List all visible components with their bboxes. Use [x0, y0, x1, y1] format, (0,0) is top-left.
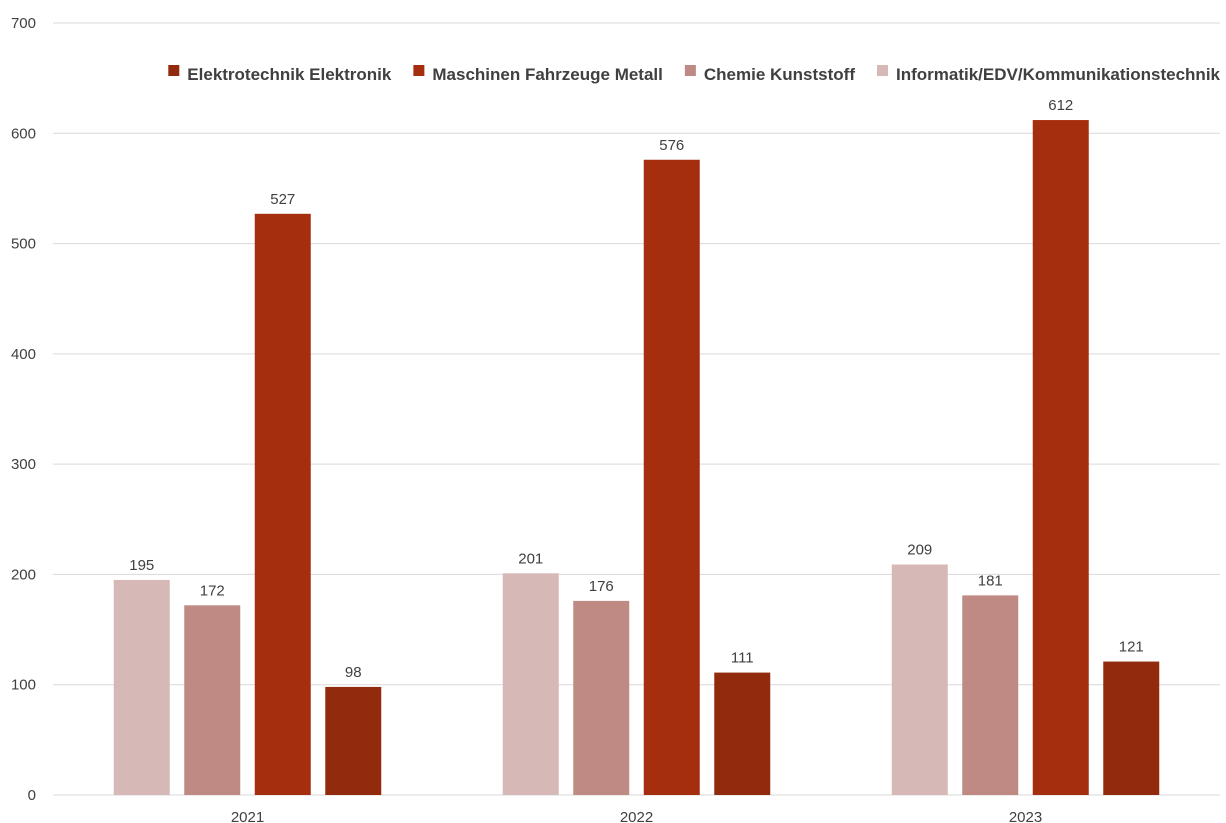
bar [573, 600, 630, 795]
legend-swatch [684, 65, 696, 76]
data-label: 209 [907, 542, 932, 559]
data-label: 195 [129, 557, 154, 574]
gridlines [53, 22, 1220, 796]
data-label: 576 [659, 137, 684, 154]
bar [1032, 120, 1089, 795]
data-label: 612 [1048, 97, 1073, 114]
legend-label: Chemie Kunststoff [704, 65, 855, 84]
data-label: 98 [345, 664, 362, 681]
y-tick-label: 300 [11, 456, 36, 473]
legend-swatch [877, 65, 888, 76]
bar [502, 573, 559, 795]
bar [714, 672, 771, 795]
legend-item[interactable]: Chemie Kunststoff [684, 65, 855, 84]
x-axis-ticks: 2021 2022 2023 [231, 809, 1042, 823]
data-label: 181 [978, 572, 1003, 589]
bar [113, 579, 170, 795]
legend-label: Maschinen Fahrzeuge Metall [432, 65, 663, 84]
bar [184, 605, 241, 795]
legend-item[interactable]: Maschinen Fahrzeuge Metall [413, 65, 663, 84]
legend[interactable]: Elektrotechnik Elektronik Maschinen Fahrz… [168, 65, 1221, 84]
y-tick-label: 600 [11, 125, 36, 142]
bars [113, 120, 1160, 796]
bar [1103, 661, 1160, 795]
y-tick-label: 0 [28, 787, 36, 804]
data-label: 111 [731, 650, 754, 667]
data-label: 172 [200, 582, 225, 599]
bar [891, 564, 948, 795]
data-label: 176 [589, 578, 614, 595]
legend-item[interactable]: Informatik/EDV/Kommunikationstechnik [877, 65, 1221, 84]
y-tick-label: 700 [11, 15, 36, 32]
legend-item[interactable]: Elektrotechnik Elektronik [168, 65, 392, 84]
legend-label: Informatik/EDV/Kommunikationstechnik [896, 65, 1221, 84]
data-label: 121 [1119, 639, 1144, 656]
x-tick-label: 2021 [231, 809, 264, 823]
y-tick-label: 400 [11, 346, 36, 363]
bar [325, 686, 382, 795]
data-label: 527 [270, 191, 295, 208]
data-labels: 195 172 527 98 201 176 576 111 209 181 612 121 [129, 97, 1144, 681]
data-label: 201 [518, 550, 543, 567]
bar [643, 159, 700, 796]
y-tick-label: 100 [11, 677, 36, 694]
y-tick-label: 500 [11, 236, 36, 253]
y-axis-ticks: 0 100 200 300 400 500 600 700 [11, 15, 36, 804]
legend-swatch [168, 65, 180, 76]
x-tick-label: 2023 [1009, 809, 1042, 823]
legend-label: Elektrotechnik Elektronik [187, 65, 392, 84]
bar [962, 595, 1019, 795]
bar [254, 213, 311, 795]
x-tick-label: 2022 [620, 809, 653, 823]
legend-swatch [413, 65, 425, 76]
y-tick-label: 200 [11, 566, 36, 583]
